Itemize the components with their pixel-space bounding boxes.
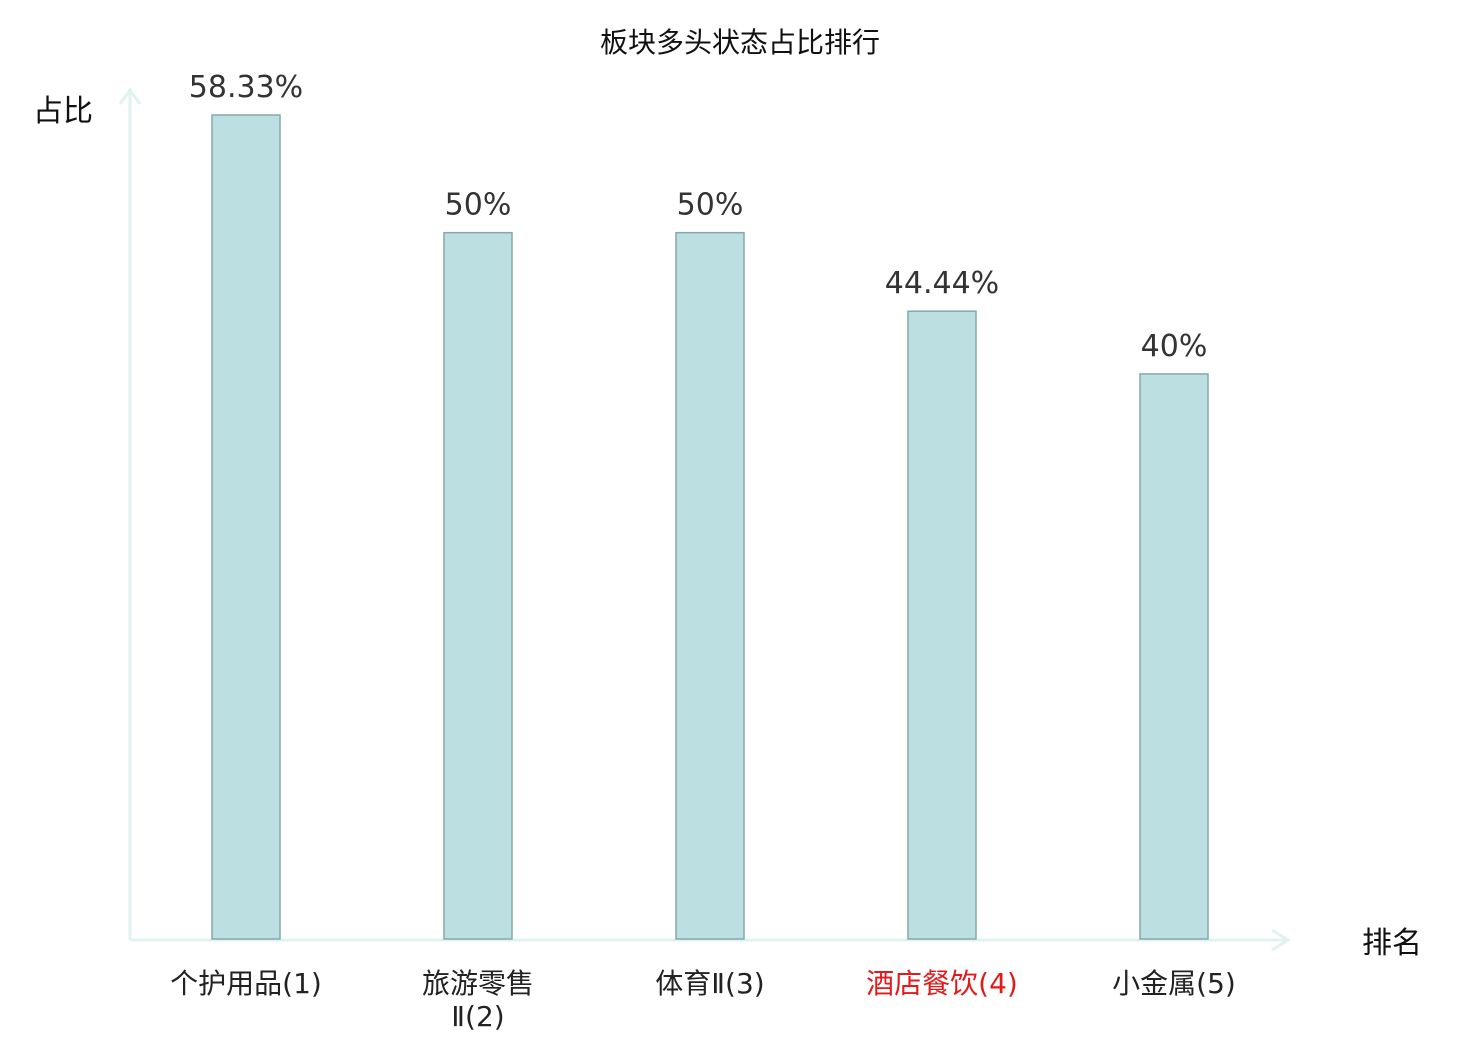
- bar-2: [443, 231, 513, 940]
- category-label-2: 旅游零售 Ⅱ(2): [422, 967, 534, 1033]
- chart-title: 板块多头状态占比排行: [600, 26, 880, 59]
- category-label-line: 个护用品(1): [170, 967, 322, 1000]
- value-label-4: 44.44%: [885, 266, 999, 301]
- value-labels-group: 58.33% 50% 50% 44.44% 40%: [189, 70, 1208, 364]
- value-label-5: 40%: [1141, 329, 1208, 364]
- y-axis-label: 占比: [33, 94, 93, 129]
- category-label-3: 体育Ⅱ(3): [655, 967, 764, 1000]
- bar-5: [1139, 373, 1209, 940]
- bar-1: [211, 114, 281, 940]
- category-label-line: 旅游零售: [422, 967, 534, 1000]
- category-label-4: 酒店餐饮(4): [866, 967, 1018, 1000]
- category-labels-group: 个护用品(1) 旅游零售 Ⅱ(2) 体育Ⅱ(3) 酒店餐饮(4) 小金属(5): [170, 967, 1236, 1033]
- category-label-line: 体育Ⅱ(3): [655, 967, 764, 1000]
- bar-3: [675, 231, 745, 940]
- bars-group: [211, 114, 1209, 940]
- value-label-1: 58.33%: [189, 70, 303, 105]
- value-label-2: 50%: [445, 188, 512, 223]
- category-label-line: 小金属(5): [1112, 967, 1236, 1000]
- y-axis: [118, 87, 142, 940]
- value-label-3: 50%: [677, 188, 744, 223]
- bar-4: [907, 310, 977, 940]
- x-axis-label: 排名: [1362, 926, 1422, 961]
- category-label-line: 酒店餐饮(4): [866, 967, 1018, 1000]
- category-label-5: 小金属(5): [1112, 967, 1236, 1000]
- category-label-line: Ⅱ(2): [451, 1000, 504, 1033]
- category-label-1: 个护用品(1): [170, 967, 322, 1000]
- x-axis: [130, 928, 1291, 952]
